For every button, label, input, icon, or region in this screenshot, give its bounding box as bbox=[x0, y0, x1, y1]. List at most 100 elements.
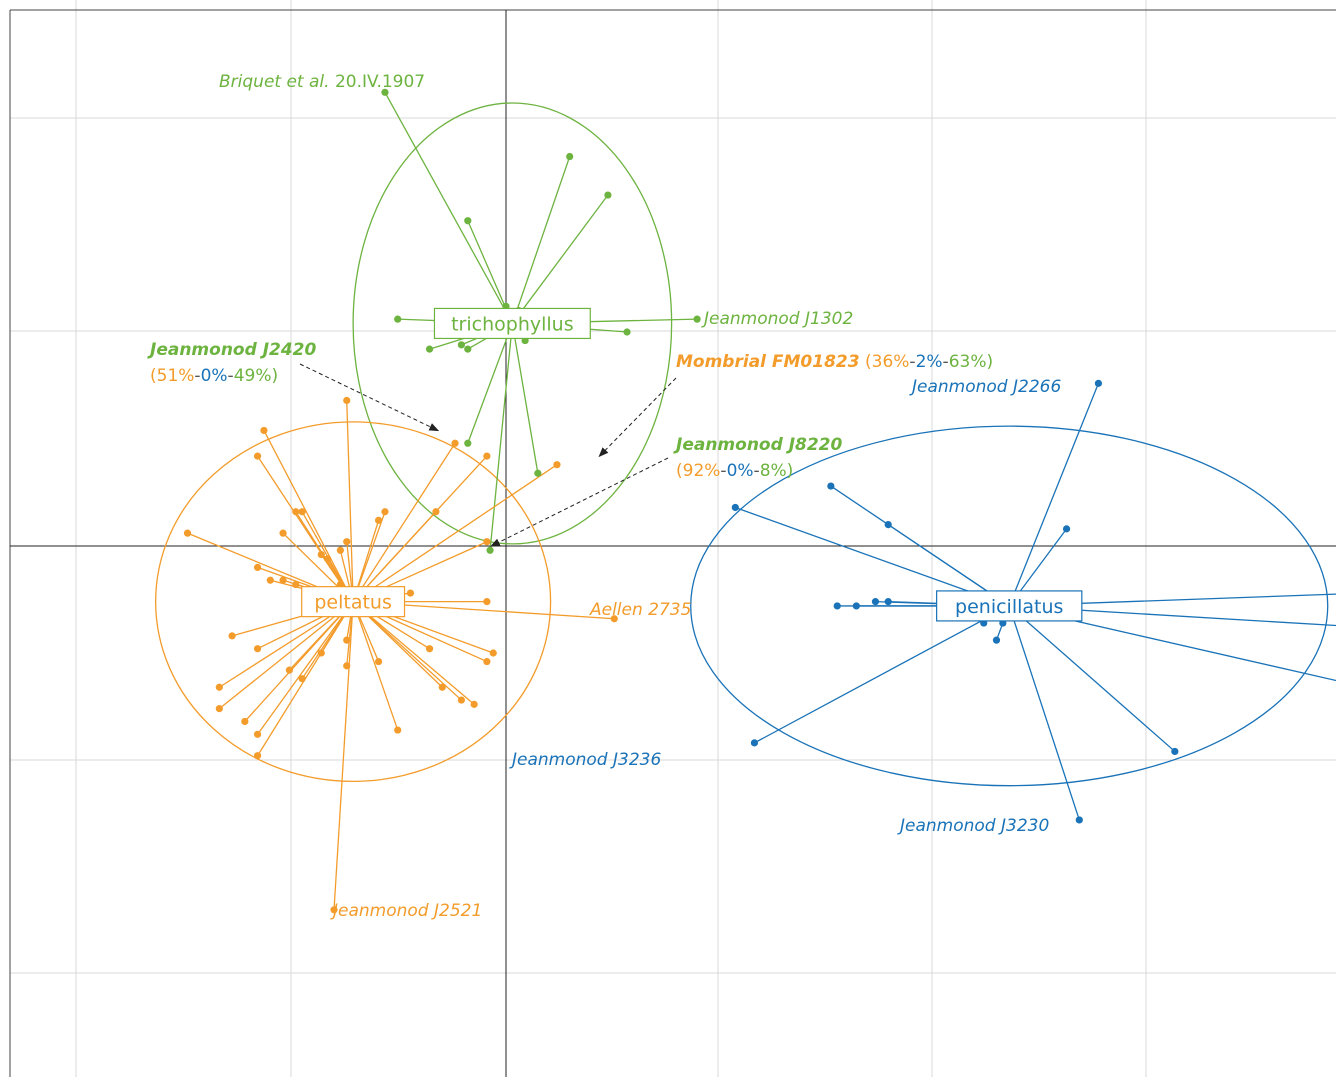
spoke-peltatus-0 bbox=[346, 400, 354, 602]
point-penicillatus-17 bbox=[1075, 816, 1083, 824]
spoke-peltatus-3 bbox=[352, 442, 456, 602]
point-peltatus-44 bbox=[394, 726, 402, 734]
annotation-j3236: Jeanmonod J3236 bbox=[509, 750, 661, 770]
point-penicillatus-0 bbox=[1094, 379, 1103, 387]
group-labels: trichophyllus peltatus penicillatus bbox=[301, 307, 1083, 622]
spoke-peltatus-41 bbox=[218, 601, 354, 710]
point-peltatus-47 bbox=[610, 615, 618, 623]
point-penicillatus-16 bbox=[750, 739, 759, 747]
callout-percent-j2420: (51%-0%-49%) bbox=[150, 366, 278, 386]
point-peltatus-28 bbox=[425, 645, 434, 653]
point-penicillatus-10 bbox=[871, 598, 880, 606]
spoke-trichophyllus-1 bbox=[511, 156, 571, 324]
point-peltatus-33 bbox=[285, 666, 294, 674]
annotation-span: (51% bbox=[150, 366, 194, 386]
group-label-trichophyllus: trichophyllus bbox=[451, 313, 574, 335]
point-peltatus-32 bbox=[375, 657, 383, 666]
point-peltatus-1 bbox=[260, 426, 268, 435]
point-penicillatus-15 bbox=[992, 636, 1001, 644]
point-penicillatus-12 bbox=[852, 602, 860, 610]
zero-axes bbox=[9, 9, 1336, 1077]
callout-arrow-fm01823 bbox=[598, 377, 677, 458]
point-penicillatus-11 bbox=[833, 602, 841, 610]
point-trichophyllus-5 bbox=[693, 315, 701, 323]
group-spokes bbox=[187, 92, 1336, 910]
spoke-peltatus-39 bbox=[352, 601, 462, 701]
point-peltatus-3 bbox=[451, 439, 459, 447]
point-peltatus-8 bbox=[381, 508, 389, 516]
annotation-span: 63%) bbox=[949, 352, 993, 372]
spoke-peltatus-44 bbox=[352, 601, 399, 731]
point-peltatus-25 bbox=[483, 598, 491, 606]
point-peltatus-26 bbox=[228, 632, 236, 640]
spoke-trichophyllus-16 bbox=[489, 323, 514, 551]
spoke-trichophyllus-14 bbox=[467, 323, 513, 444]
point-peltatus-43 bbox=[253, 730, 262, 738]
point-peltatus-13 bbox=[343, 538, 351, 546]
annotation-j2266: Jeanmonod J2266 bbox=[909, 377, 1061, 397]
annotation-span: - bbox=[194, 366, 200, 386]
point-trichophyllus-1 bbox=[566, 152, 574, 161]
ellipse-penicillatus bbox=[690, 425, 1329, 787]
spoke-peltatus-46 bbox=[333, 601, 354, 910]
callout-percent-j8220: (92%-0%-8%) bbox=[676, 461, 793, 481]
annotation-span: Aellen 2735 bbox=[589, 600, 691, 620]
point-trichophyllus-14 bbox=[464, 439, 472, 447]
spoke-penicillatus-0 bbox=[1008, 383, 1100, 607]
spoke-trichophyllus-15 bbox=[511, 323, 539, 474]
point-penicillatus-9 bbox=[884, 598, 892, 606]
spoke-penicillatus-16 bbox=[754, 605, 1010, 744]
annotation-span: Jeanmonod J8220 bbox=[673, 435, 843, 455]
group-label-box-penicillatus bbox=[936, 590, 1083, 622]
point-peltatus-11 bbox=[183, 529, 192, 537]
point-peltatus-29 bbox=[343, 636, 351, 644]
annotation-briquet: Briquet et al. 20.IV.1907 bbox=[219, 72, 425, 92]
point-peltatus-7 bbox=[298, 508, 306, 516]
point-peltatus-0 bbox=[343, 396, 351, 405]
spoke-peltatus-42 bbox=[244, 601, 354, 722]
point-peltatus-9 bbox=[432, 508, 440, 516]
spoke-peltatus-5 bbox=[352, 464, 558, 603]
annotation-span: (92% bbox=[676, 461, 720, 481]
spoke-peltatus-40 bbox=[352, 601, 475, 705]
annotation-span: 2% bbox=[916, 352, 943, 372]
point-peltatus-10 bbox=[375, 516, 383, 524]
point-peltatus-19 bbox=[266, 576, 274, 584]
annotation-span: Briquet et al. bbox=[219, 72, 330, 92]
group-ellipses bbox=[154, 102, 1329, 787]
annotation-span: - bbox=[943, 352, 949, 372]
point-peltatus-15 bbox=[336, 546, 344, 554]
callout-title-j8220: Jeanmonod J8220 bbox=[673, 435, 843, 455]
annotation-span: Jeanmonod J3230 bbox=[897, 816, 1049, 836]
annotation-span: 49%) bbox=[234, 366, 278, 386]
point-peltatus-42 bbox=[241, 717, 249, 726]
annotation-j1302: Jeanmonod J1302 bbox=[701, 309, 853, 329]
point-penicillatus-1 bbox=[827, 482, 835, 490]
spoke-penicillatus-17 bbox=[1008, 605, 1080, 821]
point-trichophyllus-2 bbox=[604, 191, 612, 199]
callout-title-fm01823: Mombrial FM01823 (36%-2%-63%) bbox=[676, 352, 993, 372]
annotation-span: - bbox=[754, 461, 760, 481]
callout-arrow-j2420 bbox=[299, 363, 440, 432]
point-annotations: Briquet et al. 20.IV.1907 Jeanmonod J1302… bbox=[147, 72, 1061, 921]
point-peltatus-30 bbox=[343, 662, 351, 670]
point-peltatus-34 bbox=[489, 649, 497, 657]
point-peltatus-18 bbox=[253, 563, 262, 572]
point-peltatus-24 bbox=[406, 589, 415, 597]
point-penicillatus-8 bbox=[1171, 747, 1179, 756]
annotation-span: Jeanmonod J2521 bbox=[330, 901, 482, 921]
annotation-span: - bbox=[909, 352, 915, 372]
ellipse-peltatus bbox=[154, 421, 552, 783]
annotation-span: Mombrial FM01823 bbox=[676, 352, 860, 372]
point-peltatus-46 bbox=[330, 906, 338, 914]
annotation-span: (36% bbox=[860, 352, 910, 372]
point-peltatus-45 bbox=[253, 752, 262, 760]
annotation-span: Jeanmonod J2266 bbox=[909, 377, 1061, 397]
point-trichophyllus-8 bbox=[464, 345, 472, 353]
point-peltatus-31 bbox=[317, 649, 325, 657]
point-peltatus-35 bbox=[483, 657, 491, 666]
point-peltatus-39 bbox=[457, 696, 466, 704]
point-peltatus-16 bbox=[317, 550, 325, 559]
grid-lines bbox=[10, 0, 1336, 1077]
point-trichophyllus-10 bbox=[623, 328, 631, 336]
